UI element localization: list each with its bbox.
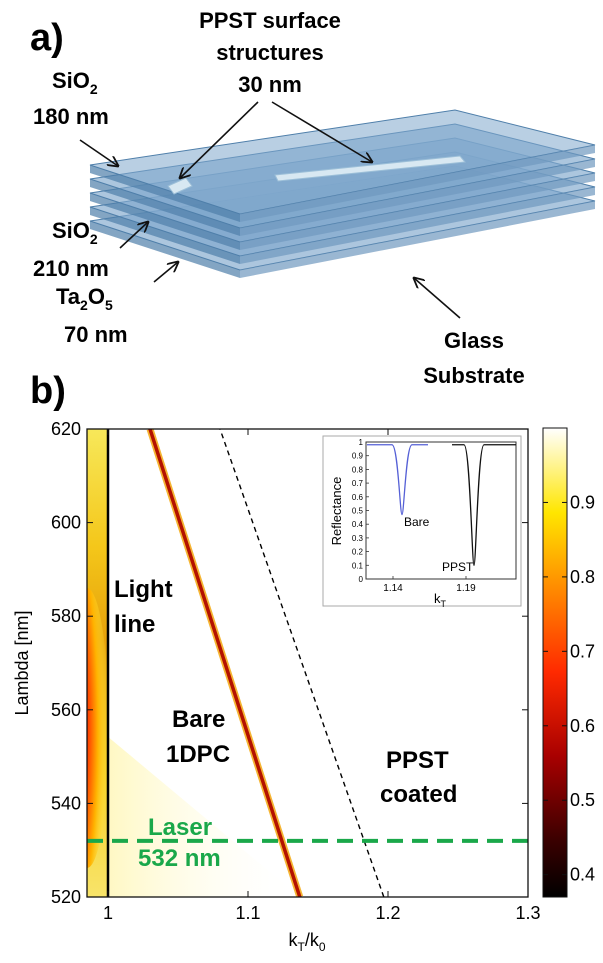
stack-layer-side-1 xyxy=(240,159,595,236)
panel-a-label: a) xyxy=(30,17,64,59)
colorbar-ticks: 0.4 0.5 0.6 0.7 0.8 0.9 xyxy=(543,492,595,885)
plot-lines xyxy=(87,429,528,897)
ppst-annotation-line2: structures xyxy=(216,40,324,65)
inset-y-tick-label: 1 xyxy=(359,438,364,447)
stack-layer-front-0 xyxy=(90,165,240,222)
x-axis-label: kT/k0 xyxy=(288,930,325,954)
stack-layer-side-4 xyxy=(240,201,595,278)
layer-stack xyxy=(89,109,596,278)
colorbar-gradient xyxy=(542,427,568,898)
y-tick-label: 580 xyxy=(51,606,81,626)
heatmap-glow-region xyxy=(107,736,300,897)
chart-line-ppst-coated xyxy=(219,429,385,897)
inset-label-bare: Bare xyxy=(404,515,430,529)
glass-label-line1: Glass xyxy=(444,328,504,353)
inset-label-ppst: PPST xyxy=(442,560,474,574)
ppst-annotation-line1: PPST surface xyxy=(199,8,341,33)
annotation-ppst-1: PPST xyxy=(386,747,449,774)
plot-frame xyxy=(86,428,529,898)
annotation-laser-2: 532 nm xyxy=(138,845,221,872)
annotation-laser-1: Laser xyxy=(148,814,212,841)
ppst-strip-short xyxy=(167,177,193,195)
x-tick-label: 1.3 xyxy=(515,903,540,923)
ppst-strip-long xyxy=(274,155,466,182)
inset-y-tick-label: 0.6 xyxy=(352,493,364,502)
annotation-light-line-1: Light xyxy=(114,576,173,603)
annotation-bare-2: 1DPC xyxy=(166,741,230,768)
glass-arrow xyxy=(414,278,461,319)
x-tick-label: 1.2 xyxy=(375,903,400,923)
colorbar-tick-label: 0.5 xyxy=(570,790,595,810)
annotation-light-line-2: line xyxy=(114,611,155,638)
inset-y-tick-label: 0.4 xyxy=(352,520,364,529)
inset-plot: 1 0.9 0.8 0.7 0.6 0.5 0.4 0.3 0.2 0.1 0 1.14 1.19 Re… xyxy=(322,435,522,609)
inset-x-label: kT xyxy=(434,591,447,609)
sio2-mid-arrow xyxy=(119,222,148,249)
y-tick-label: 560 xyxy=(51,700,81,720)
colorbar-tick-label: 0.7 xyxy=(570,641,595,661)
ta2o5-arrow xyxy=(153,262,178,283)
colorbar-tick-label: 0.9 xyxy=(570,492,595,512)
ta2o5-label: Ta2O5 xyxy=(56,284,113,313)
panel-b: b) 1 1.1 1.2 1.3 520 540 560 580 600 620 Lambda [… xyxy=(12,370,595,954)
inset-x-tick-label: 1.19 xyxy=(456,583,476,594)
heatmap-hot-spot xyxy=(87,588,109,868)
stack-layer-side-3 xyxy=(240,187,595,264)
panel-a: a) PPST surface structures 30 nm SiO2 18… xyxy=(30,8,596,388)
inset-y-tick-label: 0.7 xyxy=(352,479,364,488)
y-tick-label: 600 xyxy=(51,513,81,533)
x-tick-label: 1.1 xyxy=(235,903,260,923)
ppst-arrow-left xyxy=(180,101,259,178)
annotation-bare-1: Bare xyxy=(172,706,225,733)
inset-series-bare xyxy=(367,444,428,516)
inset-x-tick-label: 1.14 xyxy=(383,583,403,594)
colorbar-tick-label: 0.8 xyxy=(570,567,595,587)
inset-y-tick-label: 0 xyxy=(359,575,364,584)
y-tick-label: 520 xyxy=(51,887,81,907)
colorbar-tick-label: 0.6 xyxy=(570,716,595,736)
inset-y-tick-label: 0.2 xyxy=(352,548,364,557)
inset-y-label: Reflectance xyxy=(329,477,344,546)
y-axis-label: Lambda [nm] xyxy=(12,610,32,715)
annotation-ppst-2: coated xyxy=(380,781,457,808)
ppst-annotation-line3: 30 nm xyxy=(238,72,302,97)
sio2-top-label: SiO2 xyxy=(52,68,98,97)
sio2-mid-thickness: 210 nm xyxy=(33,256,109,281)
stack-layer-front-3 xyxy=(90,207,240,264)
sio2-top-thickness: 180 nm xyxy=(33,104,109,129)
colorbar-tick-label: 0.4 xyxy=(570,865,595,885)
axis-ticks: 1 1.1 1.2 1.3 520 540 560 580 600 620 xyxy=(51,419,541,923)
stack-layer-front-4 xyxy=(90,221,240,278)
inset-y-tick-label: 0.1 xyxy=(352,561,364,570)
stack-layer-front-1 xyxy=(90,179,240,236)
ppst-arrow-right xyxy=(271,101,372,162)
inset-y-tick-label: 0.8 xyxy=(352,465,364,474)
x-tick-label: 1 xyxy=(103,903,113,923)
y-tick-label: 540 xyxy=(51,793,81,813)
chart-line-bare-1dpc xyxy=(148,429,302,897)
glass-label-line2: Substrate xyxy=(423,363,524,388)
panel-b-label: b) xyxy=(30,370,66,412)
inset-background xyxy=(322,435,522,607)
ta2o5-thickness: 70 nm xyxy=(64,322,128,347)
sio2-mid-label: SiO2 xyxy=(52,218,98,247)
sio2-top-arrow xyxy=(79,139,118,166)
inset-y-tick-label: 0.9 xyxy=(352,452,364,461)
inset-content: 1 0.9 0.8 0.7 0.6 0.5 0.4 0.3 0.2 0.1 0 1.14 1.19 xyxy=(352,438,516,594)
colorbar: 0.4 0.5 0.6 0.7 0.8 0.9 xyxy=(542,427,595,898)
stack-layer-front-2 xyxy=(90,193,240,250)
inset-series-ppst xyxy=(452,444,516,566)
inset-y-tick-label: 0.5 xyxy=(352,507,364,516)
y-tick-label: 620 xyxy=(51,419,81,439)
stack-layer-side-0 xyxy=(240,145,595,222)
stack-layer-side-2 xyxy=(240,173,595,250)
inset-y-tick-label: 0.3 xyxy=(352,534,364,543)
